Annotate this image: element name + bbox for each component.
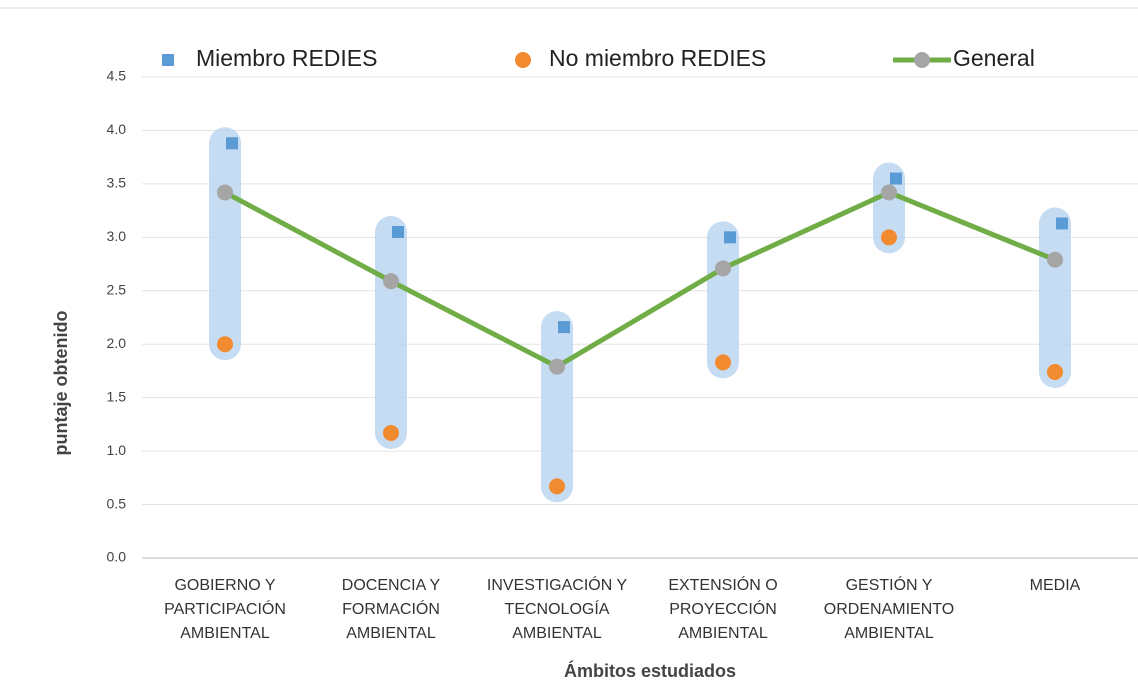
y-tick-label: 0.0: [107, 549, 127, 565]
legend-label: General: [953, 45, 1035, 71]
x-axis-title: Ámbitos estudiados: [564, 660, 736, 681]
member-point: [558, 321, 570, 334]
general-point: [881, 184, 897, 201]
x-tick-label: MEDIA: [1030, 577, 1081, 594]
y-tick-label: 4.5: [107, 68, 127, 84]
y-tick-label: 2.0: [107, 335, 127, 351]
series-line: [223, 189, 1056, 370]
range-band: [541, 311, 573, 503]
general-point: [715, 260, 731, 277]
nonmember-point: [383, 424, 399, 441]
y-tick-label: 1.0: [107, 442, 127, 458]
y-tick-label: 3.5: [107, 175, 127, 191]
x-tick-label: GOBIERNO Y PARTICIPACIÓN AMBIENTAL: [164, 577, 286, 642]
range-band: [1039, 207, 1071, 389]
member-point: [226, 137, 238, 150]
nonmember-point: [217, 336, 233, 353]
general-point: [549, 358, 565, 375]
nonmember-point: [1047, 364, 1063, 381]
y-tick-label: 4.0: [107, 121, 127, 137]
x-tick-label: DOCENCIA Y FORMACIÓN AMBIENTAL: [342, 577, 441, 642]
member-point: [890, 172, 902, 185]
legend-marker: [515, 52, 531, 68]
member-point: [392, 225, 404, 238]
x-tick-label: GESTIÓN Y ORDENAMIENTO AMBIENTAL: [824, 575, 954, 642]
general-point: [217, 184, 233, 201]
range-band: [873, 162, 905, 254]
x-tick-label: EXTENSIÓN O PROYECCIÓN AMBIENTAL: [668, 575, 777, 642]
legend-label: Miembro REDIES: [196, 45, 377, 71]
general-point: [383, 273, 399, 290]
range-band: [209, 127, 241, 361]
nonmember-point: [549, 478, 565, 495]
y-tick-label: 2.5: [107, 281, 127, 297]
legend-marker: [162, 54, 174, 66]
x-tick-label: INVESTIGACIÓN Y TECNOLOGÍA AMBIENTAL: [487, 575, 628, 642]
nonmember-point: [715, 354, 731, 371]
y-tick-label: 0.5: [107, 495, 127, 511]
nonmember-point: [881, 229, 897, 246]
member-point: [1056, 217, 1068, 230]
y-tick-label: 1.5: [107, 388, 127, 404]
member-point: [724, 231, 736, 244]
y-tick-label: 3.0: [107, 228, 127, 244]
legend-marker: [914, 52, 930, 68]
legend-label: No miembro REDIES: [549, 45, 766, 71]
range-band: [375, 215, 407, 449]
y-axis-title: puntaje obtenido: [51, 311, 71, 456]
range-band: [707, 221, 739, 379]
general-point: [1047, 251, 1063, 268]
